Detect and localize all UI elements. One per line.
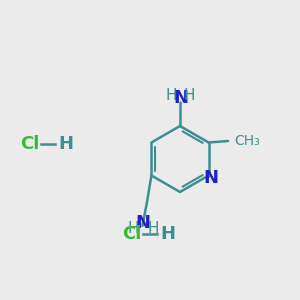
- Text: Cl: Cl: [20, 135, 40, 153]
- Text: N: N: [173, 89, 188, 107]
- Text: H: H: [147, 221, 159, 236]
- Text: CH₃: CH₃: [235, 134, 260, 148]
- Text: H: H: [184, 88, 195, 103]
- Text: N: N: [136, 214, 151, 232]
- Text: N: N: [203, 169, 218, 187]
- Text: H: H: [128, 221, 139, 236]
- Text: H: H: [166, 88, 177, 103]
- Text: Cl: Cl: [122, 225, 142, 243]
- Text: H: H: [160, 225, 175, 243]
- Text: H: H: [58, 135, 73, 153]
